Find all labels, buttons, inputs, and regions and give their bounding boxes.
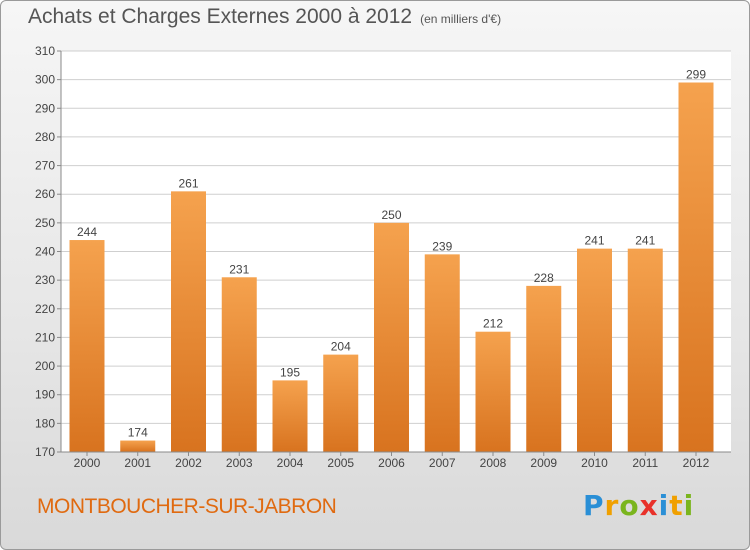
bars (69, 82, 714, 452)
chart-title: Achats et Charges Externes 2000 à 2012 (e… (28, 5, 501, 29)
data-label: 261 (178, 176, 198, 190)
x-tick-label: 2000 (74, 456, 101, 470)
x-tick-label: 2003 (226, 456, 253, 470)
data-label: 241 (635, 234, 655, 248)
y-tick-label: 240 (35, 245, 55, 259)
logo-letter: o (619, 489, 640, 522)
data-label: 204 (331, 340, 351, 354)
logo-letter: i (683, 489, 695, 522)
x-axis: 2000 2001 2002 2003 2004 2005 2006 2007 2008 2009… (61, 451, 731, 470)
chart-title-text: Achats et Charges Externes 2000 à 2012 (28, 5, 413, 28)
data-label: 241 (584, 234, 604, 248)
x-tick-label: 2001 (124, 456, 151, 470)
bar-2006 (374, 222, 409, 452)
logo-letter: P (583, 489, 605, 522)
y-tick-label: 230 (35, 273, 55, 287)
data-label: 228 (534, 271, 554, 285)
x-tick-label: 2007 (429, 456, 456, 470)
data-label: 299 (686, 68, 706, 82)
bar-2005 (323, 354, 359, 452)
x-tick-label: 2011 (632, 456, 658, 470)
x-tick-label: 2006 (378, 456, 405, 470)
y-tick-label: 220 (35, 302, 55, 316)
data-label: 239 (432, 239, 452, 253)
y-axis: 170 180 190 200 210 220 230 240 250 260 270 280 290 3… (35, 44, 62, 459)
place-name: MONTBOUCHER-SUR-JABRON (37, 495, 337, 518)
y-tick-label: 290 (35, 101, 55, 115)
data-label: 250 (381, 208, 401, 222)
bar-2007 (424, 254, 460, 452)
logo-letter: r (604, 489, 620, 522)
bar-2004 (272, 380, 308, 452)
bar-2002 (171, 191, 206, 452)
y-tick-label: 190 (35, 388, 55, 402)
x-tick-label: 2002 (175, 456, 202, 470)
bar-2012 (678, 82, 714, 452)
logo-letter: t (669, 489, 684, 522)
x-tick-label: 2004 (277, 456, 304, 470)
bar-2001 (120, 440, 156, 452)
y-tick-label: 300 (35, 73, 55, 87)
data-labels: 244 174 261 231 195 204 250 239 212 228 241 241 299 (77, 68, 706, 440)
x-tick-label: 2010 (581, 456, 608, 470)
y-tick-label: 250 (35, 216, 55, 230)
proxiti-logo[interactable]: Proxiti (583, 489, 694, 522)
y-tick-label: 260 (35, 187, 55, 201)
y-tick-label: 310 (35, 44, 55, 58)
bar-2008 (475, 331, 511, 452)
bar-2009 (526, 285, 562, 452)
y-tick-label: 180 (35, 416, 55, 430)
data-label: 212 (483, 317, 503, 331)
data-label: 231 (229, 262, 249, 276)
x-tick-label: 2009 (530, 456, 557, 470)
bar-2011 (627, 248, 663, 452)
chart-subtitle: (en milliers d'€) (420, 12, 502, 26)
y-tick-label: 280 (35, 130, 55, 144)
logo-letter: x (639, 489, 659, 522)
data-label: 174 (128, 426, 148, 440)
x-tick-label: 2008 (480, 456, 507, 470)
bar-2000 (69, 240, 105, 452)
data-label: 244 (77, 225, 97, 239)
bar-2010 (577, 248, 612, 452)
logo-letter: i (658, 489, 670, 522)
y-tick-label: 200 (35, 359, 55, 373)
y-tick-label: 170 (35, 445, 55, 459)
data-label: 195 (280, 365, 300, 379)
x-tick-label: 2012 (683, 456, 710, 470)
x-tick-label: 2005 (327, 456, 354, 470)
y-tick-label: 210 (35, 330, 55, 344)
bar-2003 (221, 277, 257, 452)
y-tick-label: 270 (35, 159, 55, 173)
